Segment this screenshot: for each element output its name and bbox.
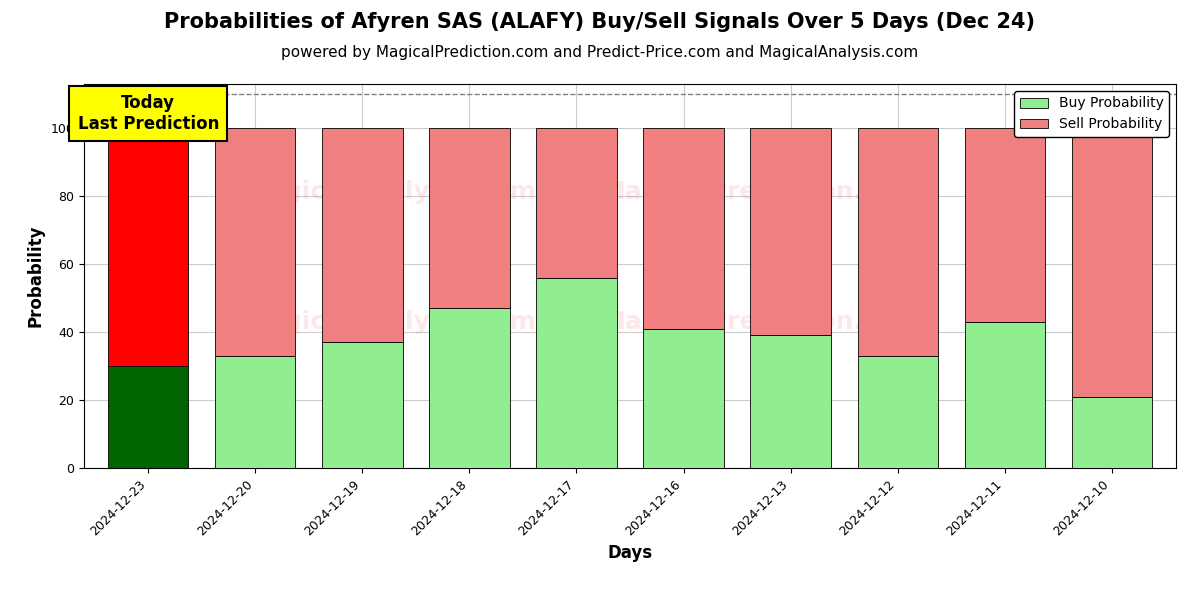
Text: Today
Last Prediction: Today Last Prediction <box>78 94 218 133</box>
Bar <box>750 335 830 468</box>
Bar <box>1072 128 1152 397</box>
Bar <box>858 128 937 356</box>
Legend: Buy Probability, Sell Probability: Buy Probability, Sell Probability <box>1014 91 1169 137</box>
X-axis label: Days: Days <box>607 544 653 562</box>
Bar <box>430 128 510 308</box>
Text: Probabilities of Afyren SAS (ALAFY) Buy/Sell Signals Over 5 Days (Dec 24): Probabilities of Afyren SAS (ALAFY) Buy/… <box>164 12 1036 32</box>
Bar <box>1072 397 1152 468</box>
Y-axis label: Probability: Probability <box>26 225 44 327</box>
Bar <box>215 356 295 468</box>
Text: MagicalAnalysis.com: MagicalAnalysis.com <box>242 179 536 203</box>
Text: MagicalAnalysis.com: MagicalAnalysis.com <box>242 310 536 334</box>
Bar <box>323 128 402 342</box>
Bar <box>108 128 188 366</box>
Bar <box>536 128 617 278</box>
Bar <box>750 128 830 335</box>
Bar <box>965 322 1045 468</box>
Bar <box>215 128 295 356</box>
Bar <box>323 342 402 468</box>
Bar <box>536 278 617 468</box>
Bar <box>858 356 937 468</box>
Text: MagicalPrediction.com: MagicalPrediction.com <box>600 310 922 334</box>
Bar <box>643 128 724 329</box>
Bar <box>430 308 510 468</box>
Bar <box>965 128 1045 322</box>
Bar <box>108 366 188 468</box>
Text: MagicalPrediction.com: MagicalPrediction.com <box>600 179 922 203</box>
Bar <box>643 329 724 468</box>
Text: powered by MagicalPrediction.com and Predict-Price.com and MagicalAnalysis.com: powered by MagicalPrediction.com and Pre… <box>281 45 919 60</box>
